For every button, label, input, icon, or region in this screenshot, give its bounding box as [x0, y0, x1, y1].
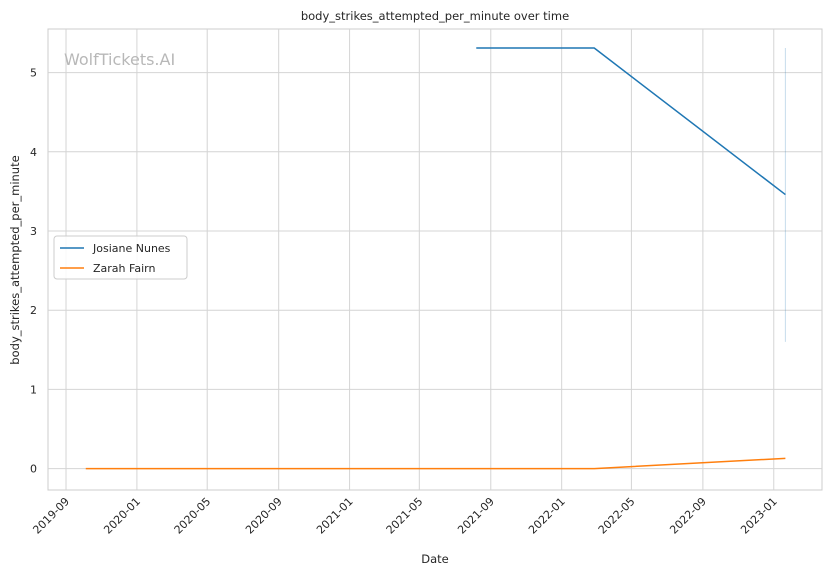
x-tick-label: 2020-01 [101, 495, 143, 537]
chart-title: body_strikes_attempted_per_minute over t… [301, 9, 569, 23]
x-tick-label: 2022-09 [667, 495, 709, 537]
y-tick-label: 3 [30, 225, 37, 238]
y-tick-label: 5 [30, 67, 37, 80]
legend-box [53, 235, 188, 280]
y-tick-label: 2 [30, 304, 37, 317]
y-tick-label: 1 [30, 383, 37, 396]
x-tick-labels: 2019-09 2020-01 2020-05 2020-09 2021-01 2021-… [30, 495, 779, 537]
legend-label-josiane-nunes: Josiane Nunes [92, 242, 171, 255]
legend: Josiane Nunes Zarah Fairn [53, 235, 188, 280]
series-line-josiane-nunes [476, 47, 786, 196]
series-layer [85, 47, 786, 470]
x-tick-label: 2019-09 [30, 495, 72, 537]
series-line-zarah-fairn [85, 457, 786, 470]
grid [48, 29, 822, 490]
legend-label-zarah-fairn: Zarah Fairn [93, 262, 155, 275]
y-tick-label: 0 [30, 463, 37, 476]
watermark: WolfTickets.AI [64, 50, 175, 69]
x-tick-label: 2023-01 [738, 495, 780, 537]
x-tick-label: 2021-09 [455, 495, 497, 537]
x-axis-title: Date [421, 552, 449, 566]
y-tick-labels: 0 1 2 3 4 5 [30, 67, 37, 476]
x-tick-label: 2022-05 [596, 495, 638, 537]
x-tick-label: 2020-05 [172, 495, 214, 537]
x-tick-label: 2021-05 [384, 495, 426, 537]
x-tick-label: 2021-01 [314, 495, 356, 537]
x-tick-label: 2022-01 [526, 495, 568, 537]
y-tick-label: 4 [30, 146, 37, 159]
y-axis-title: body_strikes_attempted_per_minute [8, 155, 22, 364]
x-tick-label: 2020-09 [243, 495, 285, 537]
